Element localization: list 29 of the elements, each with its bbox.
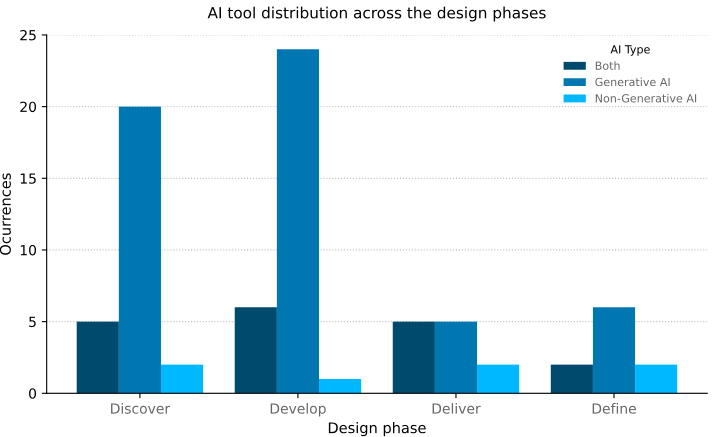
- chart-title: AI tool distribution across the design phases: [208, 6, 546, 22]
- bar: [635, 364, 678, 394]
- bar: [160, 364, 204, 394]
- x-tick-label: Deliver: [432, 403, 481, 414]
- legend-label: Generative AI: [595, 78, 670, 86]
- bar: [550, 364, 593, 394]
- legend-label: Non-Generative AI: [596, 94, 696, 102]
- y-tick-label: 10: [20, 244, 36, 256]
- bar: [477, 364, 520, 394]
- bar: [118, 106, 161, 394]
- bar: [76, 322, 119, 394]
- y-tick-label: 25: [20, 30, 36, 40]
- y-axis-title: Ocurrences: [0, 173, 11, 255]
- x-tick-label: Discover: [111, 403, 170, 414]
- legend-title: AI Type: [610, 45, 650, 56]
- bar: [276, 49, 320, 394]
- y-tick-label: 0: [29, 388, 36, 399]
- bar: [392, 322, 435, 394]
- x-axis-title: Design phase: [328, 422, 426, 436]
- legend-label: Both: [596, 61, 620, 70]
- x-tick-label: Develop: [270, 403, 326, 416]
- bar: [234, 307, 277, 394]
- bar: [592, 307, 636, 394]
- y-tick-label: 5: [29, 316, 36, 328]
- y-tick-label: 20: [20, 102, 36, 112]
- y-tick-label: 15: [20, 173, 36, 184]
- x-tick-label: Define: [592, 403, 636, 414]
- bar: [434, 322, 478, 394]
- bar: [319, 378, 362, 394]
